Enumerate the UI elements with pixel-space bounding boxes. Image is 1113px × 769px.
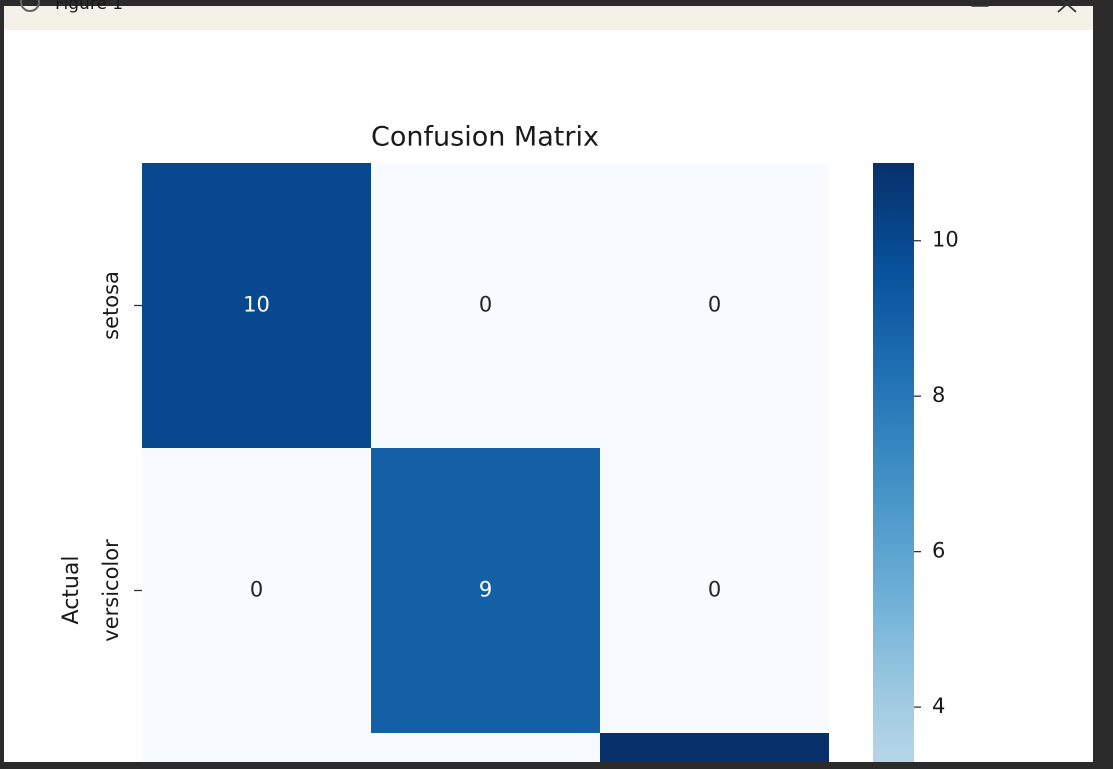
close-button[interactable] (1057, 0, 1077, 13)
heatmap-cell (600, 163, 829, 448)
app-icon (20, 0, 40, 12)
plot: Confusion Matrix Actual 10 0 0 setosa 0 9 0 ver… (59, 122, 959, 762)
heatmap-cell (371, 733, 600, 762)
cell-label: 9 (479, 578, 492, 602)
colorbar-tick-label: 6 (932, 539, 945, 563)
heatmap-cell (600, 448, 829, 733)
heatmap-cell (600, 733, 829, 762)
colorbar (873, 163, 914, 762)
colorbar-tick-label: 8 (932, 383, 945, 407)
cell-label: 0 (708, 578, 721, 602)
cell-label: 0 (479, 293, 492, 317)
cell-label: 0 (250, 578, 263, 602)
y-axis-label: Actual (59, 556, 84, 625)
window-title: Figure 1 (55, 0, 123, 14)
heatmap-cell (371, 163, 600, 448)
colorbar-tick-label: 10 (932, 228, 959, 252)
chart-title: Confusion Matrix (371, 122, 599, 153)
y-tick-label: setosa (99, 271, 123, 340)
maximize-button[interactable] (971, 0, 989, 7)
title-bar (4, 6, 1093, 30)
colorbar-tick-label: 4 (932, 694, 945, 718)
cell-label: 10 (243, 293, 270, 317)
y-tick-label: versicolor (99, 539, 123, 642)
cell-label: 0 (708, 293, 721, 317)
heatmap-cell (142, 448, 371, 733)
heatmap-cell (371, 448, 600, 733)
heatmap-cell (142, 163, 371, 448)
heatmap-cell (142, 733, 371, 762)
